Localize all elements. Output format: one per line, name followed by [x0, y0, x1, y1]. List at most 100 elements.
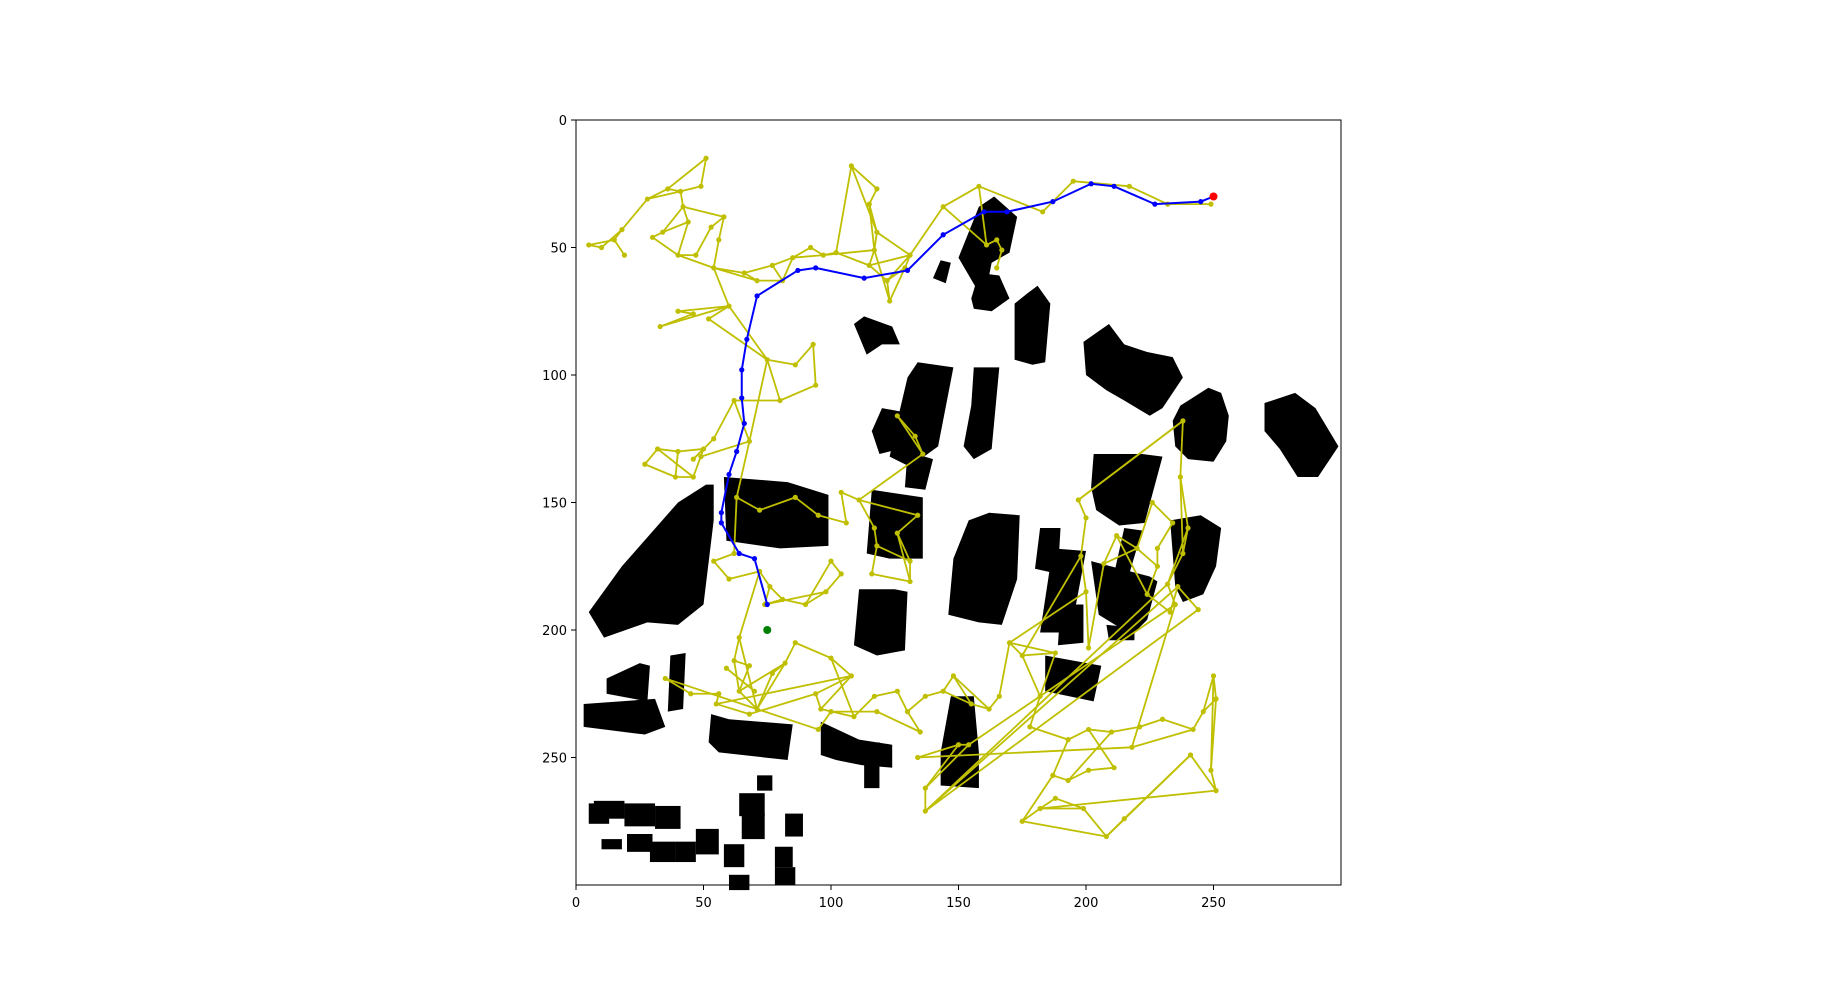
- roadmap-edge: [781, 257, 794, 282]
- roadmap-node: [746, 663, 753, 669]
- obstacle-building: [963, 367, 1000, 460]
- roadmap-node: [1050, 772, 1056, 778]
- roadmap-node: [741, 270, 747, 276]
- roadmap-edge: [815, 675, 852, 695]
- roadmap-edge: [772, 256, 794, 267]
- roadmap-node: [1177, 474, 1183, 480]
- roadmap-node: [940, 204, 946, 210]
- roadmap-node: [1208, 201, 1214, 207]
- roadmap-node: [619, 227, 625, 233]
- roadmap-node: [1108, 729, 1115, 735]
- roadmap-node: [688, 691, 694, 697]
- roadmap-edge: [924, 608, 1199, 812]
- roadmap-node: [994, 237, 1000, 243]
- roadmap-edge: [1052, 774, 1069, 782]
- roadmap-edge: [647, 190, 681, 200]
- roadmap-node: [716, 691, 722, 697]
- roadmap-edge: [850, 165, 878, 233]
- roadmap-edge: [924, 585, 1179, 812]
- roadmap-node: [1121, 816, 1127, 822]
- roadmap-node: [922, 808, 928, 814]
- roadmap-node: [792, 362, 798, 368]
- roadmap-edge: [710, 216, 725, 228]
- roadmap-node: [1111, 765, 1117, 771]
- roadmap-edge: [888, 267, 906, 302]
- obstacle-building: [1264, 392, 1339, 477]
- roadmap-edge: [1103, 547, 1138, 565]
- roadmap-node: [1195, 607, 1201, 613]
- roadmap-node: [843, 520, 849, 526]
- roadmap-node: [915, 512, 921, 518]
- roadmap-node: [887, 298, 893, 304]
- roadmap-node: [968, 701, 974, 707]
- roadmap-edge: [738, 690, 758, 710]
- roadmap-edge: [661, 206, 684, 233]
- roadmap-edge: [664, 677, 819, 731]
- roadmap-node: [1154, 545, 1160, 552]
- obstacle-building: [933, 260, 951, 284]
- roadmap-node: [1144, 591, 1150, 597]
- roadmap-node: [1052, 650, 1058, 656]
- obstacle-building: [774, 867, 796, 885]
- roadmap-edge: [1162, 718, 1194, 731]
- roadmap-edge: [695, 226, 712, 256]
- roadmap-edge: [817, 711, 832, 730]
- roadmap-edge: [1039, 797, 1056, 810]
- roadmap-edge: [858, 453, 924, 501]
- roadmap-node: [713, 701, 719, 707]
- roadmap-edge: [677, 254, 715, 269]
- y-tick-label: 200: [542, 624, 567, 639]
- obstacle-building: [675, 841, 696, 863]
- roadmap-node: [851, 714, 857, 720]
- roadmap-edge: [1021, 774, 1054, 822]
- roadmap-node: [700, 446, 707, 452]
- roadmap-edge: [998, 642, 1011, 697]
- roadmap-edge: [657, 448, 694, 478]
- roadmap-edge: [906, 711, 922, 733]
- roadmap-node: [869, 571, 875, 577]
- obstacle-building: [708, 714, 793, 761]
- obstacle-building: [864, 742, 880, 789]
- roadmap-edge: [792, 246, 812, 259]
- roadmap-edge: [873, 527, 878, 546]
- roadmap-node: [790, 255, 796, 261]
- roadmap-node: [1085, 767, 1092, 773]
- roadmap-edge: [613, 239, 626, 256]
- roadmap-edge: [621, 198, 649, 231]
- roadmap-edge: [1067, 769, 1089, 782]
- roadmap-node: [808, 244, 814, 251]
- roadmap-edge: [1067, 731, 1113, 782]
- roadmap-node: [586, 242, 592, 248]
- roadmap-edge: [758, 570, 771, 588]
- roadmap-node: [1080, 805, 1087, 812]
- roadmap-edge: [1177, 586, 1199, 611]
- roadmap-node: [1180, 418, 1186, 424]
- roadmap-node: [894, 688, 900, 694]
- roadmap-edge: [1156, 522, 1174, 549]
- roadmap-node: [874, 543, 880, 549]
- roadmap-edge: [886, 267, 906, 282]
- roadmap-node: [915, 754, 921, 761]
- roadmap-edge: [1021, 555, 1082, 656]
- roadmap-node: [767, 584, 773, 590]
- roadmap-edge: [1042, 180, 1074, 213]
- obstacle-building: [655, 805, 681, 829]
- roadmap-node: [1129, 744, 1135, 750]
- path-layer: [718, 181, 1217, 608]
- roadmap-edge: [978, 185, 1043, 213]
- roadmap-edge: [858, 499, 918, 517]
- roadmap-edge: [794, 641, 832, 659]
- obstacle-building: [729, 874, 750, 891]
- roadmap-edge: [1136, 547, 1158, 567]
- roadmap-edge: [1088, 728, 1112, 733]
- obstacle-building: [785, 813, 803, 837]
- x-axis-ticks: 0 50 100 150 200 250: [572, 885, 1226, 911]
- roadmap-edge: [830, 560, 842, 575]
- obstacle-building: [624, 803, 656, 827]
- obstacle-building: [1057, 604, 1084, 646]
- x-tick-label: 150: [946, 896, 971, 911]
- path-node: [861, 275, 867, 281]
- roadmap-edge: [1077, 420, 1184, 501]
- roadmap-node: [1065, 737, 1071, 743]
- path-node: [734, 448, 740, 455]
